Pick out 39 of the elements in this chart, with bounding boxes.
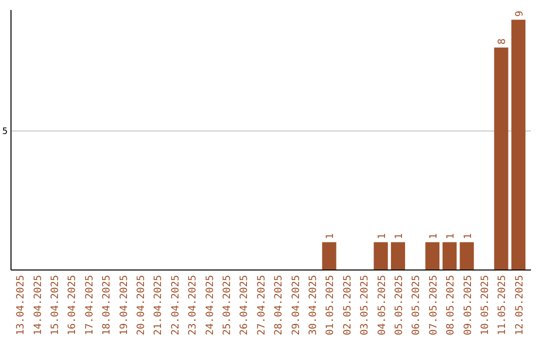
x-tick-label: 30.04.2025 (308, 275, 319, 336)
x-tick-label: 18.04.2025 (102, 275, 113, 336)
x-tick-label: 02.05.2025 (342, 275, 354, 336)
x-tick-label: 04.05.2025 (376, 275, 388, 336)
x-tick-label: 08.05.2025 (446, 275, 457, 336)
x-tick-label: 16.04.2025 (67, 275, 78, 336)
y-tick-label: 5 (2, 127, 8, 138)
x-tick-label: 19.04.2025 (118, 275, 130, 336)
x-tick-label: 06.05.2025 (411, 275, 422, 336)
x-tick-label: 15.04.2025 (50, 275, 61, 336)
x-tick-label: 11.05.2025 (497, 275, 508, 336)
x-tick-label: 26.04.2025 (239, 275, 250, 336)
x-tick-label: 23.04.2025 (188, 275, 199, 336)
data-label: 9 (514, 10, 526, 17)
x-tick-label: 12.05.2025 (514, 275, 526, 336)
data-label: 1 (462, 233, 474, 240)
x-tick-label: 28.04.2025 (274, 275, 285, 336)
x-tick-label: 13.04.2025 (16, 275, 27, 336)
x-tick-label: 14.04.2025 (32, 275, 44, 336)
x-tick-label: 25.04.2025 (222, 275, 233, 336)
x-tick-label: 03.05.2025 (360, 275, 371, 336)
data-label: 8 (497, 38, 508, 45)
data-label: 1 (394, 233, 405, 240)
x-tick-label: 24.04.2025 (204, 275, 216, 336)
x-tick-label: 09.05.2025 (462, 275, 474, 336)
x-tick-label: 17.04.2025 (84, 275, 96, 336)
data-label: 1 (446, 233, 457, 240)
x-tick-label: 29.04.2025 (290, 275, 302, 336)
x-tick-label: 20.04.2025 (136, 275, 147, 336)
x-tick-label: 07.05.2025 (428, 275, 440, 336)
data-label: 1 (428, 233, 440, 240)
x-tick-label: 27.04.2025 (256, 275, 268, 336)
x-tick-label: 21.04.2025 (153, 275, 164, 336)
x-tick-label: 05.05.2025 (394, 275, 405, 336)
x-tick-label: 22.04.2025 (170, 275, 182, 336)
x-tick-label: 01.05.2025 (325, 275, 336, 336)
data-label: 1 (325, 233, 336, 240)
x-tick-label: 10.05.2025 (480, 275, 491, 336)
data-label: 1 (376, 233, 388, 240)
